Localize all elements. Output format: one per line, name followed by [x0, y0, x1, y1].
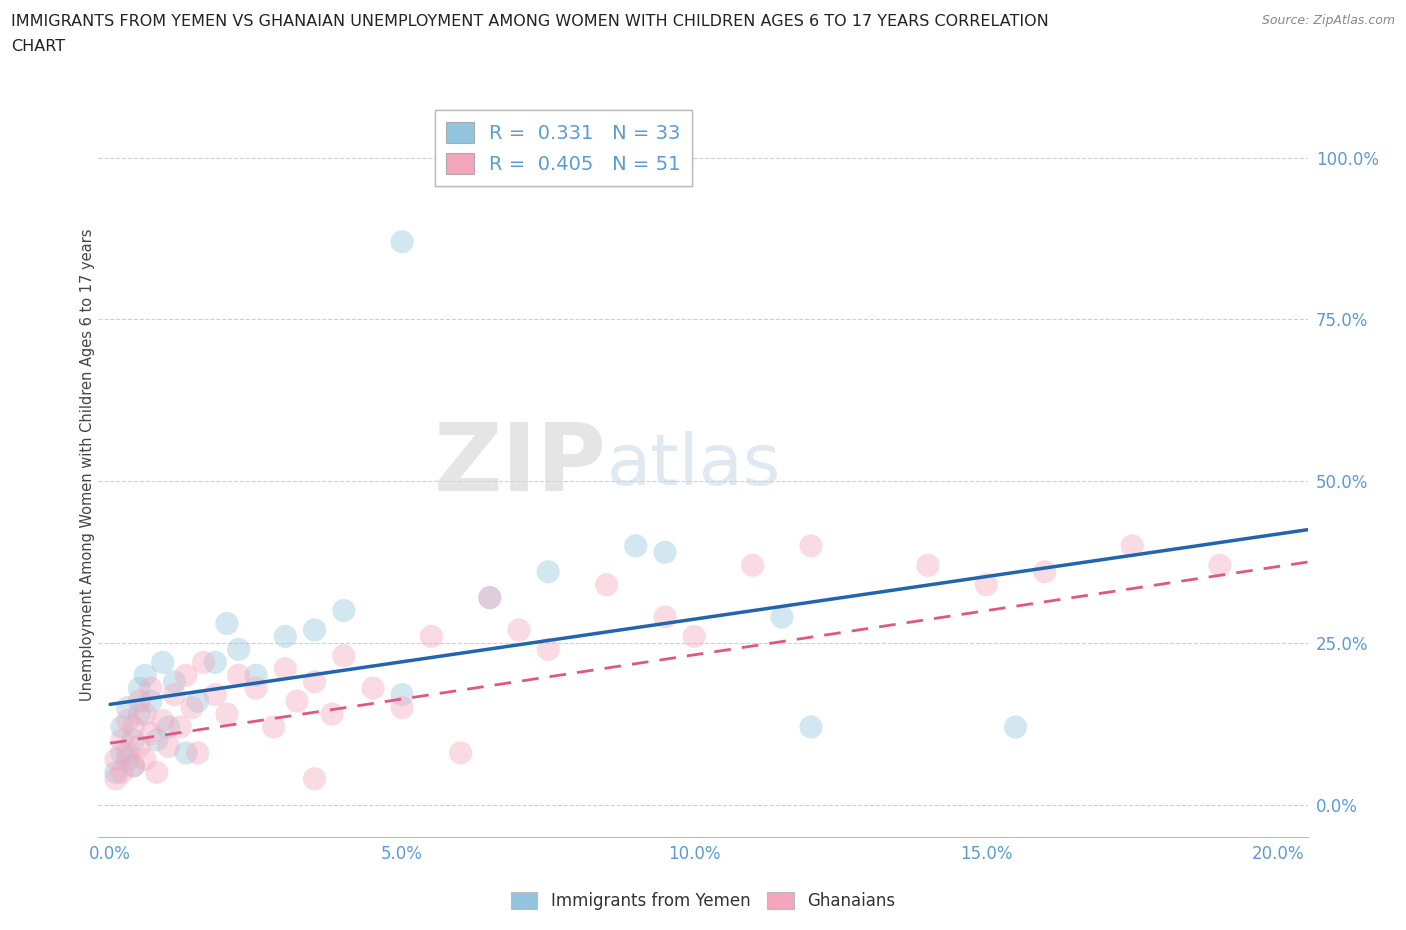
Point — [111, 720, 134, 735]
Point — [683, 629, 706, 644]
Text: Source: ZipAtlas.com: Source: ZipAtlas.com — [1261, 14, 1395, 27]
Point — [478, 591, 501, 605]
Point — [800, 720, 823, 735]
Point — [391, 687, 413, 702]
Point — [321, 707, 343, 722]
Point — [741, 558, 763, 573]
Y-axis label: Unemployment Among Women with Children Ages 6 to 17 years: Unemployment Among Women with Children A… — [80, 229, 94, 701]
Point — [304, 674, 326, 689]
Point — [770, 609, 793, 624]
Point — [654, 545, 676, 560]
Point — [245, 681, 267, 696]
Point — [104, 752, 127, 767]
Point — [304, 622, 326, 637]
Point — [974, 578, 997, 592]
Point — [624, 538, 647, 553]
Point — [1033, 565, 1056, 579]
Point — [134, 668, 156, 683]
Point — [215, 616, 238, 631]
Point — [1209, 558, 1232, 573]
Point — [111, 746, 134, 761]
Point — [122, 733, 145, 748]
Point — [508, 622, 530, 637]
Point — [117, 713, 139, 728]
Point — [122, 758, 145, 773]
Point — [187, 746, 209, 761]
Point — [117, 752, 139, 767]
Point — [215, 707, 238, 722]
Text: IMMIGRANTS FROM YEMEN VS GHANAIAN UNEMPLOYMENT AMONG WOMEN WITH CHILDREN AGES 6 : IMMIGRANTS FROM YEMEN VS GHANAIAN UNEMPL… — [11, 14, 1049, 29]
Point — [274, 661, 297, 676]
Point — [139, 681, 162, 696]
Point — [228, 642, 250, 657]
Point — [111, 764, 134, 779]
Point — [122, 758, 145, 773]
Point — [332, 604, 354, 618]
Point — [274, 629, 297, 644]
Point — [204, 687, 226, 702]
Point — [228, 668, 250, 683]
Point — [595, 578, 617, 592]
Text: atlas: atlas — [606, 431, 780, 499]
Point — [391, 700, 413, 715]
Point — [174, 746, 197, 761]
Point — [420, 629, 443, 644]
Point — [332, 648, 354, 663]
Legend: Immigrants from Yemen, Ghanaians: Immigrants from Yemen, Ghanaians — [505, 885, 901, 917]
Point — [204, 655, 226, 670]
Point — [263, 720, 285, 735]
Point — [391, 234, 413, 249]
Point — [128, 739, 150, 754]
Point — [174, 668, 197, 683]
Point — [187, 694, 209, 709]
Point — [104, 771, 127, 786]
Point — [478, 591, 501, 605]
Point — [128, 681, 150, 696]
Point — [146, 733, 169, 748]
Point — [163, 687, 186, 702]
Point — [104, 764, 127, 779]
Point — [1121, 538, 1143, 553]
Text: CHART: CHART — [11, 39, 65, 54]
Point — [537, 642, 560, 657]
Point — [450, 746, 472, 761]
Point — [537, 565, 560, 579]
Point — [152, 655, 174, 670]
Point — [157, 720, 180, 735]
Point — [139, 726, 162, 741]
Point — [128, 694, 150, 709]
Point — [917, 558, 939, 573]
Point — [152, 713, 174, 728]
Point — [285, 694, 308, 709]
Point — [1004, 720, 1026, 735]
Point — [163, 674, 186, 689]
Point — [128, 707, 150, 722]
Point — [139, 694, 162, 709]
Point — [654, 609, 676, 624]
Point — [800, 538, 823, 553]
Point — [169, 720, 191, 735]
Point — [245, 668, 267, 683]
Point — [361, 681, 384, 696]
Point — [304, 771, 326, 786]
Point — [193, 655, 215, 670]
Legend: R =  0.331   N = 33, R =  0.405   N = 51: R = 0.331 N = 33, R = 0.405 N = 51 — [434, 110, 692, 186]
Point — [134, 752, 156, 767]
Point — [146, 764, 169, 779]
Point — [117, 700, 139, 715]
Point — [111, 733, 134, 748]
Point — [134, 707, 156, 722]
Point — [180, 700, 202, 715]
Point — [122, 720, 145, 735]
Point — [157, 739, 180, 754]
Text: ZIP: ZIP — [433, 419, 606, 511]
Point — [117, 746, 139, 761]
